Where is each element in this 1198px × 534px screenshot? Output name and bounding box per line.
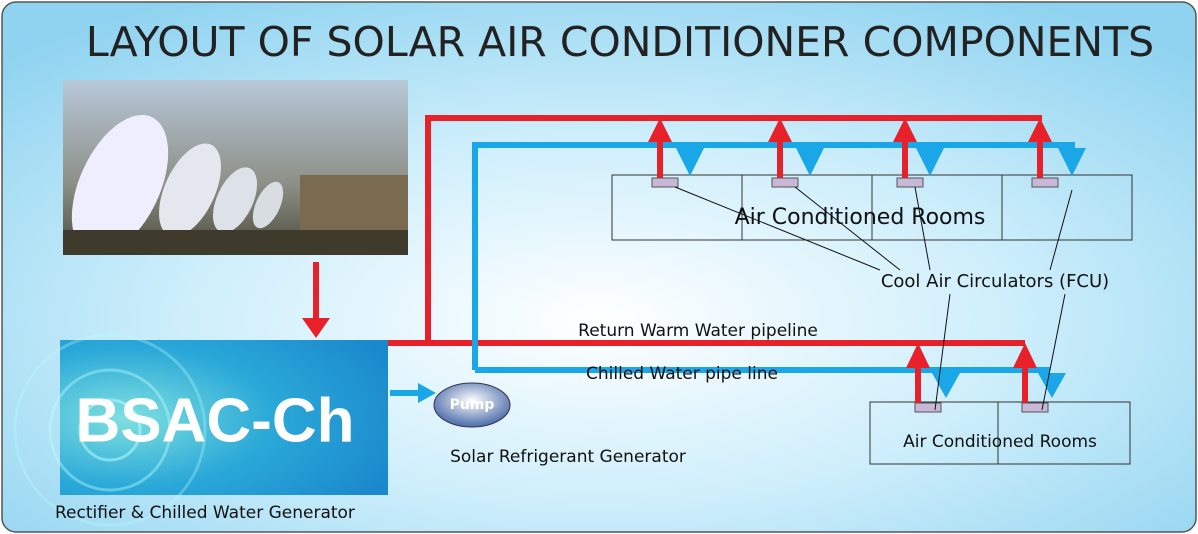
- pipe-label: Return Warm Water pipeline: [578, 321, 818, 341]
- pump-caption: Solar Refrigerant Generator: [450, 447, 686, 467]
- solar-photo: [52, 80, 408, 270]
- pipe-label: Chilled Water pipe line: [586, 364, 778, 384]
- fcu-label: Cool Air Circulators (FCU): [881, 271, 1109, 292]
- title: LAYOUT OF SOLAR AIR CONDITIONER COMPONEN…: [86, 18, 1154, 66]
- generator-caption: Rectifier & Chilled Water Generator: [55, 503, 355, 523]
- generator-label: BSAC-Ch: [76, 386, 355, 455]
- room-label: Air Conditioned Rooms: [735, 205, 986, 230]
- room-label: Air Conditioned Rooms: [903, 432, 1097, 452]
- pump-label: Pump: [450, 397, 495, 413]
- diagram: LAYOUT OF SOLAR AIR CONDITIONER COMPONEN…: [0, 0, 1198, 534]
